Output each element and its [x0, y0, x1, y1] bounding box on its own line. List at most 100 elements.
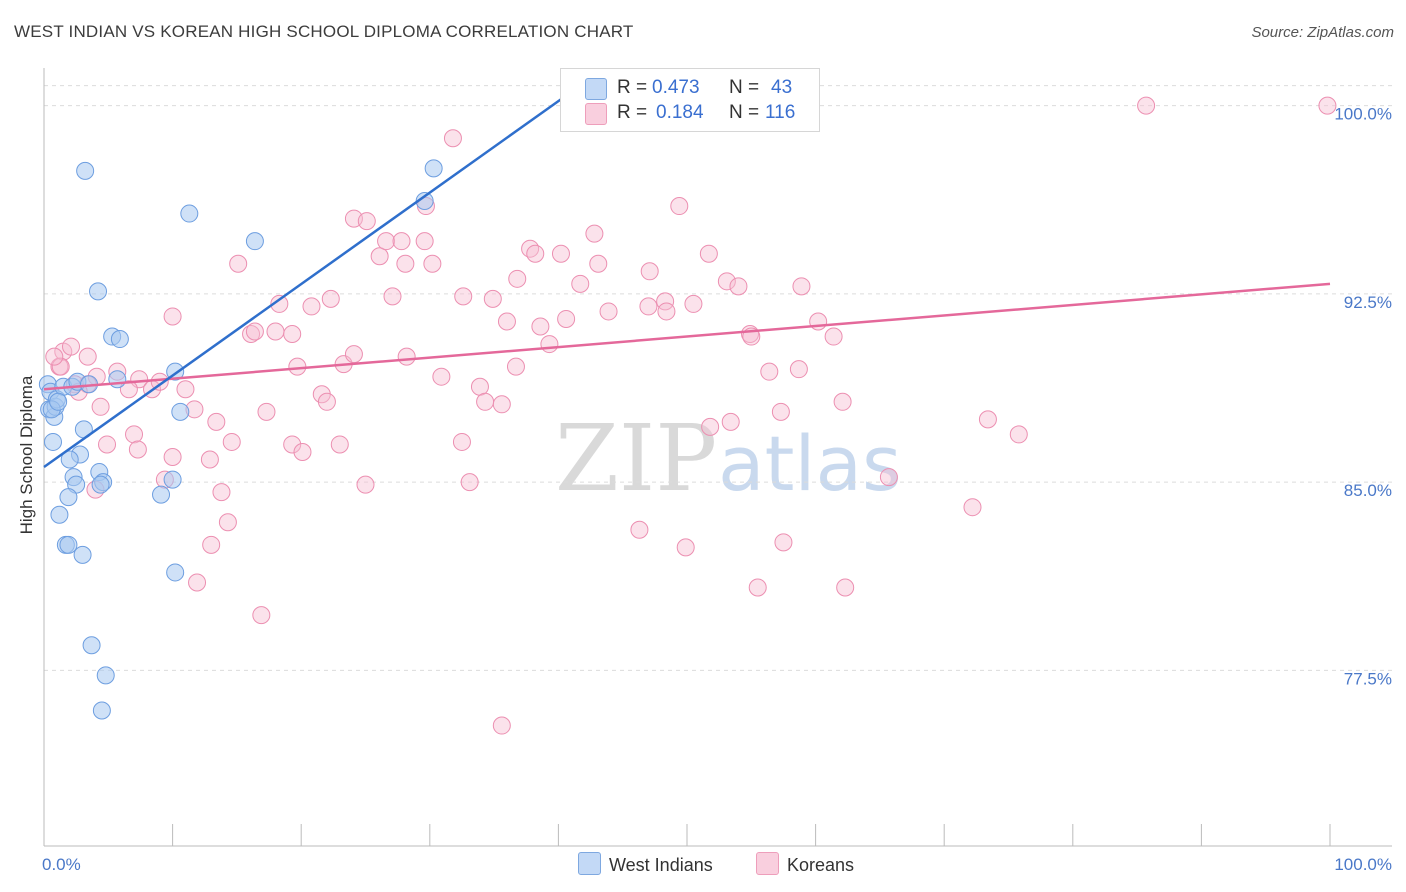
- west-indian-point: [91, 475, 110, 494]
- korean-point: [589, 254, 608, 273]
- korean-point: [252, 606, 271, 625]
- korean-point: [321, 289, 340, 308]
- korean-point: [283, 325, 302, 344]
- legend-r-value: 0.184: [656, 102, 704, 123]
- korean-point: [423, 254, 442, 273]
- y-tick-label: 92.5%: [1344, 293, 1392, 312]
- west-indian-point: [171, 402, 190, 421]
- korean-point: [283, 435, 302, 454]
- korean-point: [317, 392, 336, 411]
- korean-point: [978, 410, 997, 429]
- west-indians-legend-swatch: [578, 852, 601, 875]
- korean-point: [397, 347, 416, 366]
- legend-r-label: R =: [617, 77, 648, 98]
- korean-point: [91, 397, 110, 416]
- korean-point: [506, 357, 525, 376]
- west-indian-point: [44, 432, 63, 451]
- west-indian-point: [110, 330, 129, 349]
- korean-point: [492, 395, 511, 414]
- korean-point: [266, 322, 285, 341]
- chart-title: WEST INDIAN VS KOREAN HIGH SCHOOL DIPLOM…: [14, 22, 634, 41]
- legend-r-value: 0.473: [652, 77, 700, 98]
- korean-point: [207, 412, 226, 431]
- korean-point: [540, 335, 559, 354]
- west-indian-point: [49, 392, 68, 411]
- korean-point: [824, 327, 843, 346]
- korean-point: [293, 442, 312, 461]
- west-indian-point: [60, 450, 79, 469]
- y-tick-label: 77.5%: [1344, 669, 1392, 688]
- korean-point: [630, 520, 649, 539]
- korean-point: [684, 294, 703, 313]
- koreans-legend-swatch: [756, 852, 779, 875]
- korean-point: [508, 269, 527, 288]
- legend-n-value: 43: [771, 77, 793, 98]
- legend-n-value: 116: [765, 102, 796, 123]
- west-indian-point: [166, 563, 185, 582]
- west-indian-point: [108, 370, 127, 389]
- korean-point: [771, 402, 790, 421]
- korean-point: [1318, 96, 1337, 115]
- korean-point: [531, 317, 550, 336]
- korean-point: [356, 475, 375, 494]
- korean-point: [483, 289, 502, 308]
- west-indian-point: [152, 485, 171, 504]
- korean-point: [257, 402, 276, 421]
- korean-point: [245, 322, 264, 341]
- korean-point: [526, 244, 545, 263]
- korean-point: [302, 297, 321, 316]
- y-tick-label: 100.0%: [1334, 105, 1392, 124]
- korean-point: [163, 307, 182, 326]
- korean-point: [760, 362, 779, 381]
- korean-point: [443, 129, 462, 148]
- korean-point: [789, 360, 808, 379]
- west-indian-point: [82, 636, 101, 655]
- korean-point: [585, 224, 604, 243]
- west-indian-point: [245, 232, 264, 251]
- korean-point: [222, 432, 241, 451]
- korean-point: [377, 232, 396, 251]
- korean-point: [202, 535, 221, 554]
- korean-point: [330, 435, 349, 454]
- korean-point: [1137, 96, 1156, 115]
- korean-point: [357, 212, 376, 231]
- korean-point: [344, 345, 363, 364]
- west-indians-trendline: [43, 94, 567, 469]
- bottom-legend-west-indians: West Indians: [578, 852, 713, 876]
- korean-point: [476, 392, 495, 411]
- korean-point: [701, 417, 720, 436]
- west-indian-point: [50, 505, 69, 524]
- west-indian-point: [59, 488, 78, 507]
- korean-point: [370, 247, 389, 266]
- source-label: Source: ZipAtlas.com: [1251, 24, 1394, 41]
- korean-point: [432, 367, 451, 386]
- korean-point: [640, 262, 659, 281]
- west-indians-swatch: [585, 78, 607, 100]
- korean-point: [470, 377, 489, 396]
- bottom-legend-koreans: Koreans: [756, 852, 854, 876]
- korean-point: [229, 254, 248, 273]
- korean-point: [599, 302, 618, 321]
- korean-point: [176, 380, 195, 399]
- legend-n-label: N =: [729, 102, 760, 123]
- korean-point: [792, 277, 811, 296]
- korean-point: [676, 538, 695, 557]
- korean-point: [392, 232, 411, 251]
- korean-point: [571, 274, 590, 293]
- x-tick-label: 100.0%: [1334, 855, 1392, 874]
- koreans-legend-label: Koreans: [787, 855, 855, 875]
- korean-point: [78, 347, 97, 366]
- watermark: ZIP atlas: [555, 405, 902, 512]
- west-indian-point: [89, 282, 108, 301]
- west-indian-point: [163, 470, 182, 489]
- korean-point: [212, 483, 231, 502]
- korean-point: [460, 473, 479, 492]
- korean-point: [557, 309, 576, 328]
- korean-point: [150, 372, 169, 391]
- korean-point: [497, 312, 516, 331]
- korean-point: [657, 302, 676, 321]
- korean-point: [200, 450, 219, 469]
- korean-point: [288, 357, 307, 376]
- korean-point: [717, 272, 736, 291]
